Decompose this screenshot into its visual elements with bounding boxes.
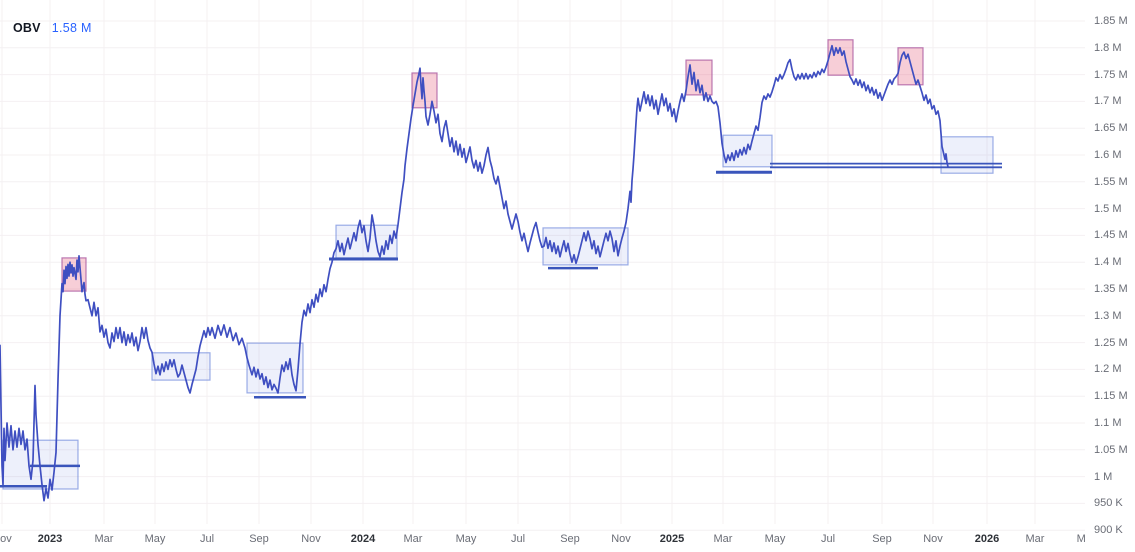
time-axis-month-label: Nov	[301, 533, 321, 545]
time-axis-month-label: Jul	[199, 533, 215, 545]
price-axis-label: 1.3 M	[1094, 310, 1122, 322]
time-axis-month-label: Sep	[872, 533, 892, 545]
price-axis-label: 1.25 M	[1094, 337, 1128, 349]
time-axis-month-label: Mar	[94, 533, 114, 545]
time-axis-month-label: May	[764, 533, 786, 545]
time-axis-year-label: 2025	[659, 533, 685, 545]
price-axis-label: 900 K	[1094, 524, 1123, 536]
demand-zone-box[interactable]	[2, 439, 79, 490]
time-axis-month-label: May	[455, 533, 477, 545]
time-axis-month-label: May	[144, 533, 166, 545]
price-axis-label: 1.55 M	[1094, 176, 1128, 188]
time-axis-month-label: Nov	[611, 533, 631, 545]
time-axis-month-label: Jul	[820, 533, 836, 545]
indicator-name: OBV	[13, 21, 41, 35]
price-axis-label: 950 K	[1094, 497, 1123, 509]
time-axis-month-label: Mar	[1025, 533, 1045, 545]
price-axis-label: 1.4 M	[1094, 256, 1122, 268]
price-axis-label: 1.2 M	[1094, 363, 1122, 375]
price-axis-label: 1.8 M	[1094, 42, 1122, 54]
time-axis-month-label: Jul	[510, 533, 526, 545]
price-axis-label: 1.05 M	[1094, 444, 1128, 456]
time-axis-year-label: 2026	[974, 533, 1000, 545]
indicator-value: 1.58 M	[51, 21, 92, 35]
time-axis-month-label: Nov	[0, 533, 12, 545]
time-axis-year-label: 2023	[37, 533, 63, 545]
price-axis-label: 1.35 M	[1094, 283, 1128, 295]
time-axis-month-label: Sep	[560, 533, 580, 545]
price-axis-label: 1.85 M	[1094, 15, 1128, 27]
obv-line	[0, 44, 949, 502]
price-axis-label: 1.75 M	[1094, 69, 1128, 81]
price-axis-label: 1.1 M	[1094, 417, 1122, 429]
price-axis-label: 1.5 M	[1094, 203, 1122, 215]
time-axis[interactable]: Nov 2023 Mar May Jul Sep Nov 2024 Mar May Jul Sep No…	[0, 530, 1135, 552]
time-axis-year-label: 2024	[350, 533, 376, 545]
demand-zone-box[interactable]	[722, 134, 773, 168]
price-axis-label: 1 M	[1094, 471, 1113, 483]
time-axis-month-label: Mar	[403, 533, 423, 545]
time-axis-month-label: Sep	[249, 533, 269, 545]
price-axis-label: 1.6 M	[1094, 149, 1122, 161]
price-axis-label: 1.45 M	[1094, 229, 1128, 241]
price-axis-label: 1.15 M	[1094, 390, 1128, 402]
time-axis-month-label: Mar	[713, 533, 733, 545]
indicator-legend[interactable]: OBV 1.58 M	[13, 21, 92, 35]
time-axis-month-label: Nov	[923, 533, 943, 545]
price-axis-label: 1.65 M	[1094, 122, 1128, 134]
price-axis-label: 1.7 M	[1094, 95, 1122, 107]
price-axis[interactable]: 1.85 M 1.8 M 1.75 M 1.7 M 1.65 M 1.6 M 1.55 M 1…	[1085, 0, 1135, 552]
